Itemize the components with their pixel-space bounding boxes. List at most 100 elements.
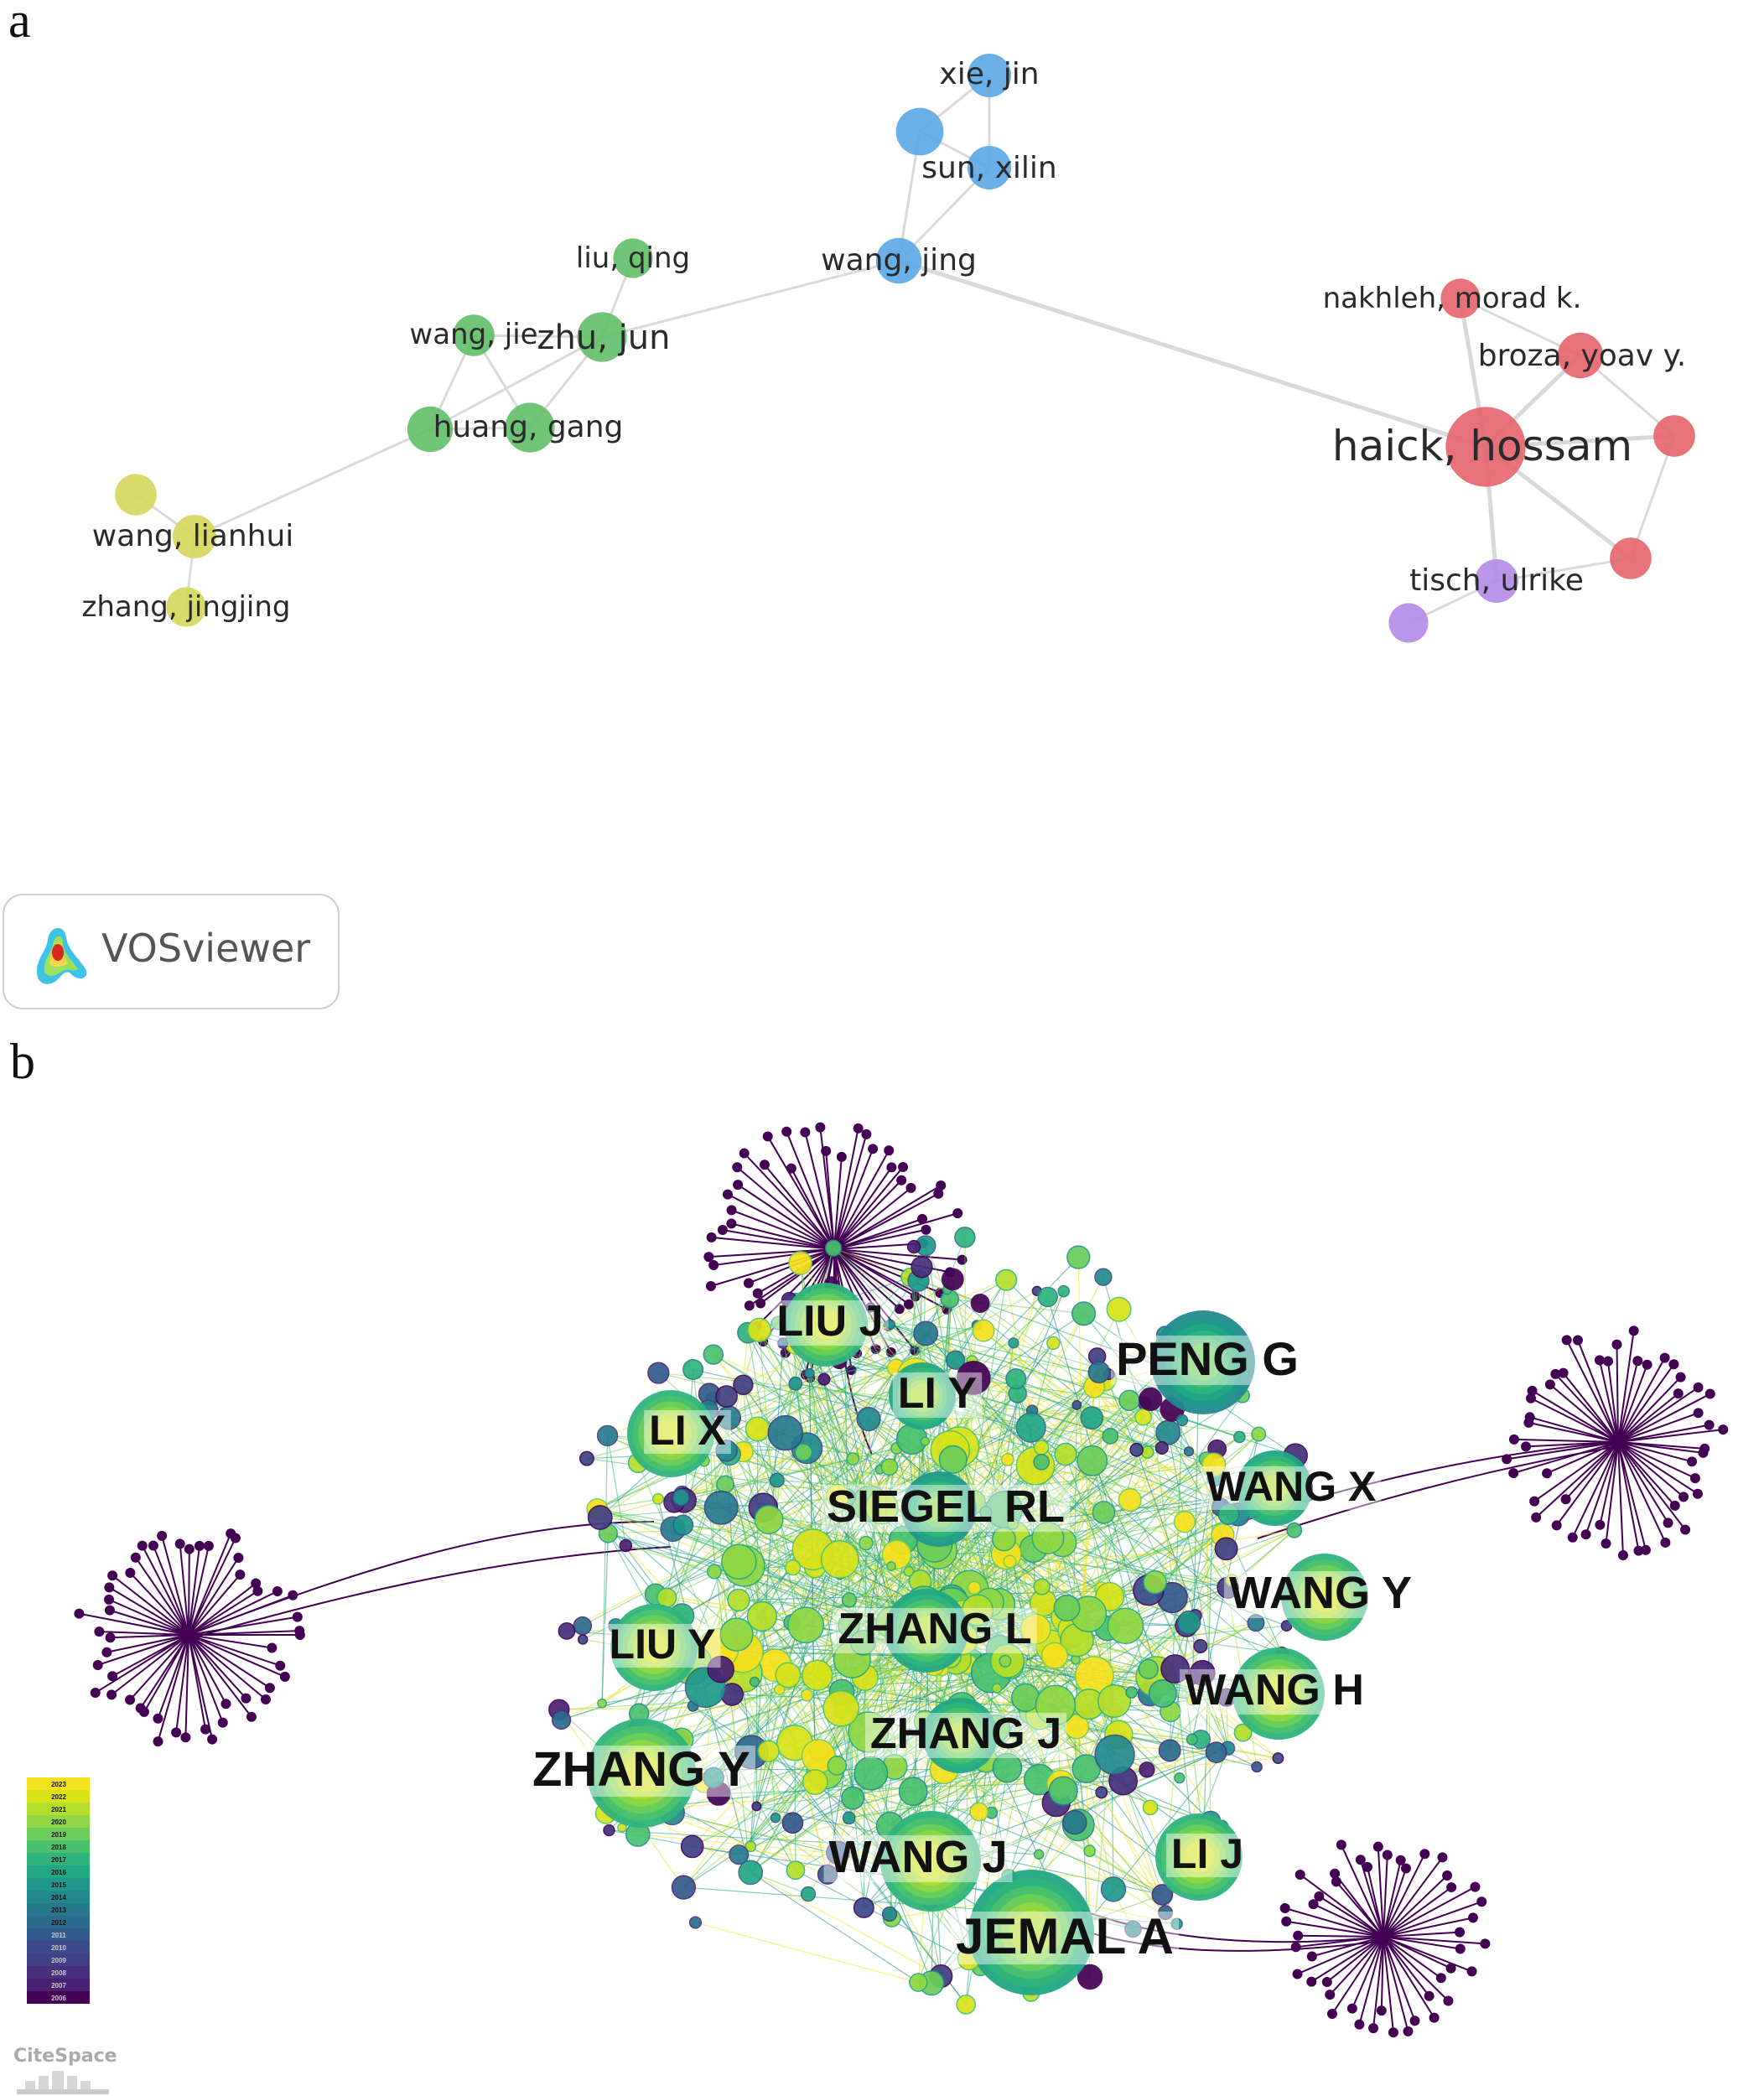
vos-node-haick[interactable] bbox=[1445, 407, 1526, 487]
vos-node-nakhleh[interactable] bbox=[1440, 278, 1481, 319]
legend-swatch bbox=[27, 1803, 90, 1815]
cs-node bbox=[846, 1452, 860, 1466]
cs-edge bbox=[1617, 1376, 1682, 1443]
legend-year-label: 2021 bbox=[51, 1806, 66, 1813]
vos-node-liu-qing[interactable] bbox=[613, 238, 653, 278]
cs-author-siegel-rl[interactable]: SIEGEL RL bbox=[821, 1471, 1071, 1547]
cs-edge bbox=[1549, 1383, 1619, 1443]
cs-author-wang-h[interactable]: WANG H bbox=[1180, 1647, 1369, 1740]
cs-node bbox=[1294, 1869, 1305, 1880]
cs-node bbox=[241, 1693, 252, 1704]
cs-edge bbox=[188, 1634, 271, 1689]
cs-author-li-x[interactable]: LI X bbox=[627, 1390, 731, 1477]
cs-node bbox=[775, 1662, 802, 1689]
cs-edge bbox=[601, 1435, 609, 1704]
cs-author-wang-y[interactable]: WANG Y bbox=[1223, 1554, 1418, 1641]
legend-swatch bbox=[27, 1891, 90, 1903]
cs-author-zhang-j[interactable]: ZHANG J bbox=[864, 1698, 1067, 1773]
cs-node bbox=[104, 1605, 115, 1616]
vos-label-layer: xie, jin sun, xilin wang, jing liu, qing wan… bbox=[81, 57, 1686, 624]
cs-author-wang-x[interactable]: WANG X bbox=[1201, 1450, 1382, 1526]
cs-node bbox=[884, 1145, 895, 1156]
vos-node-wang-jie[interactable] bbox=[453, 314, 495, 356]
vos-node-broza[interactable] bbox=[1557, 332, 1604, 379]
cs-node bbox=[1094, 1734, 1135, 1776]
cs-edge bbox=[157, 1634, 189, 1720]
cs-edge bbox=[1383, 1853, 1426, 1938]
cs-node bbox=[1531, 1512, 1542, 1523]
vos-node-wang-jing[interactable] bbox=[875, 237, 922, 284]
legend-swatch bbox=[27, 1840, 90, 1853]
cs-edge bbox=[1383, 1931, 1460, 1938]
cs-author-peng-g[interactable]: PENG G bbox=[1111, 1310, 1304, 1414]
cs-node bbox=[886, 1561, 896, 1571]
cs-author-ring bbox=[947, 1722, 973, 1749]
cs-node bbox=[853, 1756, 889, 1791]
cs-edge bbox=[1585, 1441, 1619, 1535]
vos-node-yellow-unlabeled[interactable] bbox=[115, 474, 157, 516]
cs-edge bbox=[833, 1149, 890, 1250]
cs-node bbox=[837, 1614, 860, 1637]
cs-node bbox=[107, 1570, 118, 1581]
vos-node-sun-xilin[interactable] bbox=[968, 146, 1011, 189]
vos-node-green-unlabeled[interactable] bbox=[407, 406, 454, 453]
cs-author-liu-j[interactable]: LIU J bbox=[771, 1283, 889, 1367]
cs-node bbox=[1205, 1741, 1227, 1764]
cs-edge bbox=[1617, 1361, 1639, 1443]
cs-node bbox=[1424, 1990, 1435, 2001]
cs-edge bbox=[692, 1845, 911, 1865]
cs-edge bbox=[955, 1450, 1190, 1660]
legend-swatch bbox=[27, 1953, 90, 1966]
cs-edge bbox=[890, 1725, 1077, 1827]
cs-node bbox=[995, 1268, 1018, 1291]
cs-author-li-j[interactable]: LI J bbox=[1155, 1813, 1249, 1901]
cs-node bbox=[1139, 1387, 1163, 1411]
cs-edge bbox=[1571, 1441, 1619, 1538]
cs-edge bbox=[1617, 1331, 1635, 1443]
vos-node-xie-jin[interactable] bbox=[968, 54, 1011, 97]
cs-edge bbox=[188, 1590, 258, 1636]
legend-year-label: 2014 bbox=[51, 1894, 66, 1901]
vos-edge bbox=[898, 258, 1486, 449]
cs-node bbox=[1176, 1610, 1201, 1635]
cs-author-ring bbox=[638, 1632, 670, 1663]
cs-edge bbox=[1546, 1441, 1619, 1475]
cs-author-wang-j[interactable]: WANG J bbox=[823, 1811, 1013, 1912]
legend-year-label: 2010 bbox=[51, 1944, 66, 1952]
cs-node bbox=[1435, 1973, 1446, 1984]
vos-node-zhang-jingjing[interactable] bbox=[166, 587, 206, 627]
cs-author-ring bbox=[926, 1496, 952, 1523]
cs-edge bbox=[1617, 1441, 1696, 1480]
cs-node bbox=[174, 1538, 185, 1549]
vos-node-red-unlabeled-1[interactable] bbox=[1653, 415, 1695, 457]
cs-author-zhang-y[interactable]: ZHANG Y bbox=[527, 1719, 755, 1828]
cs-node bbox=[1155, 1419, 1181, 1445]
cs-node bbox=[905, 1182, 916, 1193]
legend-year-label: 2013 bbox=[51, 1907, 66, 1914]
vos-node-blue-unlabeled[interactable] bbox=[895, 107, 944, 156]
cs-edge bbox=[109, 1609, 189, 1636]
vos-node-wang-lianhui[interactable] bbox=[173, 515, 216, 558]
legend-year-label: 2008 bbox=[51, 1969, 66, 1977]
cs-edge bbox=[979, 1303, 1190, 1452]
cs-node bbox=[230, 1533, 241, 1543]
cs-edge bbox=[188, 1574, 241, 1636]
cs-author-zhang-l[interactable]: ZHANG L bbox=[833, 1589, 1037, 1673]
cs-label-box bbox=[833, 1608, 1037, 1653]
cs-node bbox=[1551, 1520, 1562, 1531]
vosviewer-logo-text: VOSviewer bbox=[101, 926, 311, 971]
citespace-logo-text: CiteSpace bbox=[13, 2046, 117, 2067]
cs-author-li-y[interactable]: LI Y bbox=[889, 1362, 983, 1429]
cs-node bbox=[1601, 1538, 1611, 1549]
vos-node-red-unlabeled-2[interactable] bbox=[1610, 537, 1652, 579]
cs-edge bbox=[1298, 1934, 1384, 1938]
cs-author-jemal-a[interactable]: JEMAL A bbox=[950, 1870, 1180, 1995]
cs-node bbox=[125, 1568, 136, 1579]
vos-node-huang-gang[interactable] bbox=[505, 402, 555, 453]
vos-node-purple-unlabeled[interactable] bbox=[1388, 603, 1429, 643]
vos-node-zhu-jun[interactable] bbox=[577, 312, 627, 362]
cs-edge bbox=[1383, 1936, 1409, 2032]
cs-author-liu-y[interactable]: LIU Y bbox=[604, 1604, 721, 1691]
vos-node-tisch[interactable] bbox=[1475, 559, 1518, 603]
cs-edge bbox=[1599, 1441, 1619, 1526]
